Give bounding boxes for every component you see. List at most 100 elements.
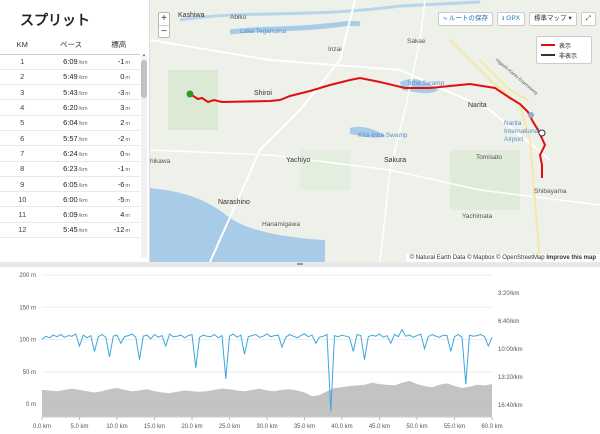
x-tick-label: 20.0 km — [181, 424, 202, 430]
table-row[interactable]: 3 5:43/km -3m — [0, 84, 140, 101]
y-right-tick-label: 16:40/km — [498, 403, 523, 409]
legend-item-shown[interactable]: 表示 — [541, 40, 587, 50]
park-area — [300, 150, 350, 190]
scroll-up-arrow-icon[interactable]: ▲ — [142, 52, 146, 57]
split-km: 7 — [0, 145, 45, 162]
y-left-tick-label: 200 m — [19, 273, 36, 279]
split-km: 3 — [0, 84, 45, 101]
route-legend: 表示 非表示 — [536, 36, 592, 64]
gpx-download-button[interactable]: ⭳ GPX — [497, 12, 526, 26]
split-km: 12 — [0, 222, 45, 239]
road — [379, 0, 426, 262]
map-label-sakae: Sakae — [407, 38, 426, 45]
map-attribution: © Natural Earth Data © Mapbox © OpenStre… — [405, 254, 600, 262]
table-row[interactable]: 7 6:24/km 0m — [0, 145, 140, 162]
split-km: 6 — [0, 130, 45, 147]
x-tick-label: 0.0 km — [33, 424, 51, 430]
table-row[interactable]: 5 6:04/km 2m — [0, 115, 140, 131]
column-header-elevation: 標高 — [97, 36, 140, 55]
route-line — [189, 76, 547, 178]
x-tick-label: 10.0 km — [106, 424, 127, 430]
column-header-pace: ペース — [44, 36, 98, 55]
split-pace: 6:20/km — [44, 99, 98, 116]
x-tick-label: 25.0 km — [219, 424, 240, 430]
split-pace: 6:24/km — [44, 145, 98, 162]
split-elevation: -1m — [97, 54, 140, 70]
route-map[interactable]: Kashiwa Abiko Lake Teganuma Inzai Sakae Inba … — [150, 0, 600, 262]
map-label-abiko: Abiko — [230, 14, 247, 21]
higashi-kanto-expressway — [479, 59, 529, 101]
zoom-control: + − — [158, 12, 170, 38]
map-type-dropdown[interactable]: 標準マップ ▾ — [529, 12, 577, 26]
split-elevation: -3m — [97, 84, 140, 101]
map-label-hanamigawa: Hanamigawa — [262, 221, 300, 228]
zoom-out-button[interactable]: − — [159, 25, 169, 37]
fullscreen-icon: ⤢ — [585, 15, 591, 22]
map-label-airport: Narita International Airport — [504, 120, 540, 143]
splits-panel: スプリット KM ペース 標高 1 6:09/km -1m 2 5:49/km 0m 3 5:… — [0, 0, 150, 262]
table-row[interactable]: 9 6:05/km -6m — [0, 176, 140, 193]
x-tick-label: 55.0 km — [444, 424, 465, 430]
y-right-tick-label: 13:20/km — [498, 375, 523, 381]
split-elevation: -2m — [97, 130, 140, 147]
legend-swatch — [541, 54, 555, 56]
park-area — [450, 150, 520, 210]
legend-swatch — [541, 44, 555, 46]
improve-map-link[interactable]: Improve this map — [546, 255, 596, 261]
road — [150, 39, 551, 161]
table-row[interactable]: 4 6:20/km 3m — [0, 99, 140, 116]
split-km: 5 — [0, 115, 45, 131]
save-route-button[interactable]: ⤷ ルートの保存 — [438, 12, 494, 26]
table-row[interactable]: 1 6:09/km -1m — [0, 54, 140, 70]
split-elevation: 4m — [97, 206, 140, 223]
download-icon: ⭳ — [502, 15, 505, 22]
map-label-kita: Kita-Inba Swamp — [358, 132, 408, 139]
split-pace: 5:49/km — [44, 69, 98, 86]
map-label-narashino: Narashino — [218, 199, 250, 206]
table-row[interactable]: 10 6:00/km -5m — [0, 191, 140, 208]
splits-scrollbar[interactable] — [141, 56, 147, 258]
table-row[interactable]: 6 5:57/km -2m — [0, 130, 140, 147]
split-km: 8 — [0, 161, 45, 177]
split-pace: 6:00/km — [44, 191, 98, 208]
table-row[interactable]: 11 6:09/km 4m — [0, 206, 140, 223]
split-km: 2 — [0, 69, 45, 86]
tone-river — [179, 0, 481, 22]
split-elevation: 2m — [97, 115, 140, 131]
table-row[interactable]: 2 5:49/km 0m — [0, 69, 140, 86]
grip-icon — [297, 263, 303, 265]
map-canvas — [150, 0, 600, 262]
column-header-km: KM — [0, 36, 45, 55]
split-km: 4 — [0, 99, 45, 116]
elevation-area — [42, 380, 492, 417]
road — [150, 149, 600, 206]
chevron-down-icon: ▾ — [568, 15, 572, 22]
y-right-tick-label: 3:20/km — [498, 291, 519, 297]
x-tick-label: 5.0 km — [70, 424, 88, 430]
splits-table: KM ペース 標高 1 6:09/km -1m 2 5:49/km 0m 3 5:43/km -… — [0, 36, 140, 239]
route-icon: ⤷ — [443, 15, 448, 22]
zoom-in-button[interactable]: + — [161, 13, 167, 24]
map-toolbar: ⤷ ルートの保存 ⭳ GPX 標準マップ ▾ ⤢ — [438, 12, 596, 26]
split-km: 11 — [0, 206, 45, 223]
split-pace: 6:09/km — [44, 54, 98, 70]
start-marker — [186, 90, 194, 98]
y-right-tick-label: 10:00/km — [498, 347, 523, 353]
x-tick-label: 60.0 km — [481, 424, 502, 430]
x-tick-label: 45.0 km — [369, 424, 390, 430]
split-elevation: 0m — [97, 69, 140, 86]
y-left-tick-label: 150 m — [19, 305, 36, 311]
legend-item-hidden[interactable]: 非表示 — [541, 50, 587, 60]
map-label-shikawa: hikawa — [150, 158, 171, 165]
table-row[interactable]: 12 5:45/km -12m — [0, 222, 140, 239]
table-row[interactable]: 8 6:23/km -1m — [0, 161, 140, 177]
finish-marker — [538, 129, 546, 137]
y-left-tick-label: 50 m — [23, 370, 36, 376]
chart-canvas: 200 m 150 m 100 m 50 m 0 m 3:20/km 6:40/km 10:0… — [19, 273, 523, 430]
kita-inba-swamp-shape — [350, 126, 386, 138]
map-label-tega: Lake Teganuma — [240, 28, 287, 35]
panel-resize-handle[interactable] — [0, 262, 600, 266]
split-pace: 6:09/km — [44, 206, 98, 223]
fullscreen-button[interactable]: ⤢ — [580, 12, 596, 26]
scrollbar-thumb[interactable] — [141, 60, 147, 98]
